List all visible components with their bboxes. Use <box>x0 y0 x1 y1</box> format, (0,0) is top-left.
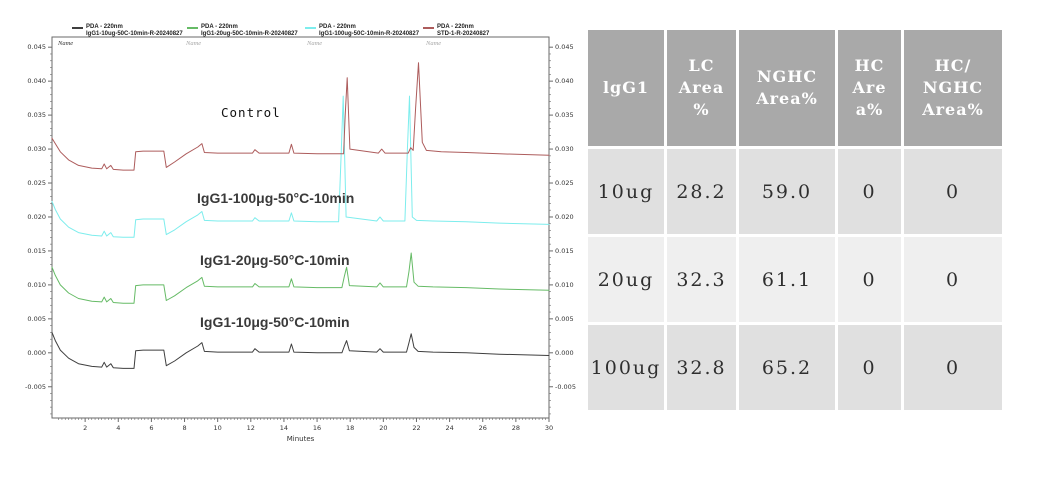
svg-text:0.005: 0.005 <box>555 315 574 323</box>
cell-hc-area: 0 <box>838 237 901 322</box>
col-header-nghc-area: NGHC Area% <box>739 30 835 146</box>
legend-entry: PDA - 220nm IgG1-10ug-50C-10min-R-202408… <box>72 24 183 38</box>
svg-text:0.045: 0.045 <box>27 43 46 51</box>
svg-text:0.000: 0.000 <box>555 349 574 357</box>
cell-hc-nghc: 0 <box>904 325 1002 410</box>
svg-text:0.005: 0.005 <box>27 315 46 323</box>
trace-STD-1-R-20240827 <box>51 62 550 171</box>
trace-IgG1-10ug-50C-10min-R-20240827 <box>51 331 550 369</box>
trace-swatch-green <box>187 27 198 29</box>
plot-legend: PDA - 220nm IgG1-10ug-50C-10min-R-202408… <box>0 24 578 38</box>
col-header-lc-area: LC Area % <box>667 30 736 146</box>
trace-IgG1-100ug-50C-10min-R-20240827 <box>51 95 550 238</box>
cell-lc-area: 28.2 <box>667 149 736 234</box>
annotation-igg1-100ug: IgG1-100μg-50°C-10min <box>197 190 355 206</box>
trace-IgG1-20ug-50C-10min-R-20240827 <box>51 252 550 304</box>
cell-nghc-area: 61.1 <box>739 237 835 322</box>
x-axis-label: Minutes <box>287 435 315 443</box>
plot-frame <box>51 36 550 419</box>
legend-label: PDA - 220nm IgG1-100ug-50C-10min-R-20240… <box>319 24 419 38</box>
name-column-label: Name <box>426 40 442 47</box>
svg-text:10: 10 <box>214 424 222 432</box>
svg-text:14: 14 <box>280 424 288 432</box>
svg-text:12: 12 <box>247 424 255 432</box>
svg-text:0.040: 0.040 <box>27 77 46 85</box>
svg-text:0.015: 0.015 <box>27 247 46 255</box>
cell-sample: 10ug <box>588 149 664 234</box>
name-column-label: Name <box>307 40 323 47</box>
legend-sample: IgG1-10ug-50C-10min-R-20240827 <box>86 31 183 37</box>
col-header-igg1: lgG1 <box>588 30 664 146</box>
name-column-label: Name <box>186 40 202 47</box>
svg-text:2: 2 <box>83 424 87 432</box>
chromatogram-panel: 0.045 0.045 0.040 0.040 0.035 0.035 0.030 0.030… <box>0 24 578 443</box>
svg-text:-0.005: -0.005 <box>555 383 576 391</box>
legend-label: PDA - 220nm IgG1-20ug-50C-10min-R-202408… <box>201 24 298 38</box>
cell-sample: 100ug <box>588 325 664 410</box>
trace-swatch-black <box>72 27 83 29</box>
legend-label: PDA - 220nm STD-1-R-20240827 <box>437 24 489 38</box>
svg-text:4: 4 <box>116 424 120 432</box>
svg-text:0.010: 0.010 <box>555 281 574 289</box>
svg-text:0.010: 0.010 <box>27 281 46 289</box>
cell-hc-area: 0 <box>838 149 901 234</box>
svg-text:16: 16 <box>313 424 321 432</box>
svg-text:0.030: 0.030 <box>27 145 46 153</box>
annotation-control: Control <box>221 105 281 120</box>
svg-text:8: 8 <box>182 424 186 432</box>
svg-text:20: 20 <box>379 424 387 432</box>
cell-lc-area: 32.8 <box>667 325 736 410</box>
svg-text:26: 26 <box>479 424 487 432</box>
legend-sample: STD-1-R-20240827 <box>437 31 490 37</box>
svg-text:24: 24 <box>445 424 453 432</box>
cell-hc-nghc: 0 <box>904 237 1002 322</box>
svg-text:0.040: 0.040 <box>555 77 574 85</box>
trace-swatch-cyan <box>305 27 316 29</box>
y-axis-ticks: 0.045 0.045 0.040 0.040 0.035 0.035 0.030 0.030… <box>25 43 576 415</box>
cell-hc-nghc: 0 <box>904 149 1002 234</box>
annotation-igg1-10ug: IgG1-10μg-50°C-10min <box>200 314 350 330</box>
legend-channel: PDA - 220nm <box>319 24 356 30</box>
cell-sample: 20ug <box>588 237 664 322</box>
svg-text:0.045: 0.045 <box>555 43 574 51</box>
results-table: lgG1 LC Area % NGHC Area% HC Are a% HC/ … <box>588 30 1002 410</box>
cell-hc-area: 0 <box>838 325 901 410</box>
legend-sample: IgG1-100ug-50C-10min-R-20240827 <box>319 31 420 37</box>
svg-text:28: 28 <box>512 424 520 432</box>
legend-sample: IgG1-20ug-50C-10min-R-20240827 <box>201 31 298 37</box>
svg-text:0.035: 0.035 <box>27 111 46 119</box>
svg-text:0.025: 0.025 <box>27 179 46 187</box>
svg-text:0.025: 0.025 <box>555 179 574 187</box>
cell-lc-area: 32.3 <box>667 237 736 322</box>
x-axis-ticks: 2 4 6 8 10 12 14 16 18 20 22 24 26 28 30 <box>58 418 553 432</box>
legend-label: PDA - 220nm IgG1-10ug-50C-10min-R-202408… <box>86 24 183 38</box>
legend-channel: PDA - 220nm <box>437 24 474 30</box>
svg-text:22: 22 <box>412 424 420 432</box>
svg-text:0.015: 0.015 <box>555 247 574 255</box>
legend-entry: PDA - 220nm STD-1-R-20240827 <box>423 24 489 38</box>
svg-text:0.035: 0.035 <box>555 111 574 119</box>
cell-nghc-area: 65.2 <box>739 325 835 410</box>
svg-text:0.030: 0.030 <box>555 145 574 153</box>
svg-text:30: 30 <box>545 424 553 432</box>
svg-text:6: 6 <box>149 424 153 432</box>
svg-text:0.000: 0.000 <box>27 349 46 357</box>
svg-text:-0.005: -0.005 <box>25 383 46 391</box>
legend-entry: PDA - 220nm IgG1-100ug-50C-10min-R-20240… <box>305 24 419 38</box>
chromatogram-plot: 0.045 0.045 0.040 0.040 0.035 0.035 0.030 0.030… <box>25 36 576 443</box>
svg-text:18: 18 <box>346 424 354 432</box>
svg-text:0.020: 0.020 <box>27 213 46 221</box>
trace-swatch-red <box>423 27 434 29</box>
svg-text:0.020: 0.020 <box>555 213 574 221</box>
name-column-label: Name <box>58 40 74 47</box>
col-header-hc-nghc: HC/ NGHC Area% <box>904 30 1002 146</box>
cell-nghc-area: 59.0 <box>739 149 835 234</box>
legend-channel: PDA - 220nm <box>86 24 123 30</box>
legend-entry: PDA - 220nm IgG1-20ug-50C-10min-R-202408… <box>187 24 298 38</box>
col-header-hc-area: HC Are a% <box>838 30 901 146</box>
legend-channel: PDA - 220nm <box>201 24 238 30</box>
annotation-igg1-20ug: IgG1-20μg-50°C-10min <box>200 252 350 268</box>
